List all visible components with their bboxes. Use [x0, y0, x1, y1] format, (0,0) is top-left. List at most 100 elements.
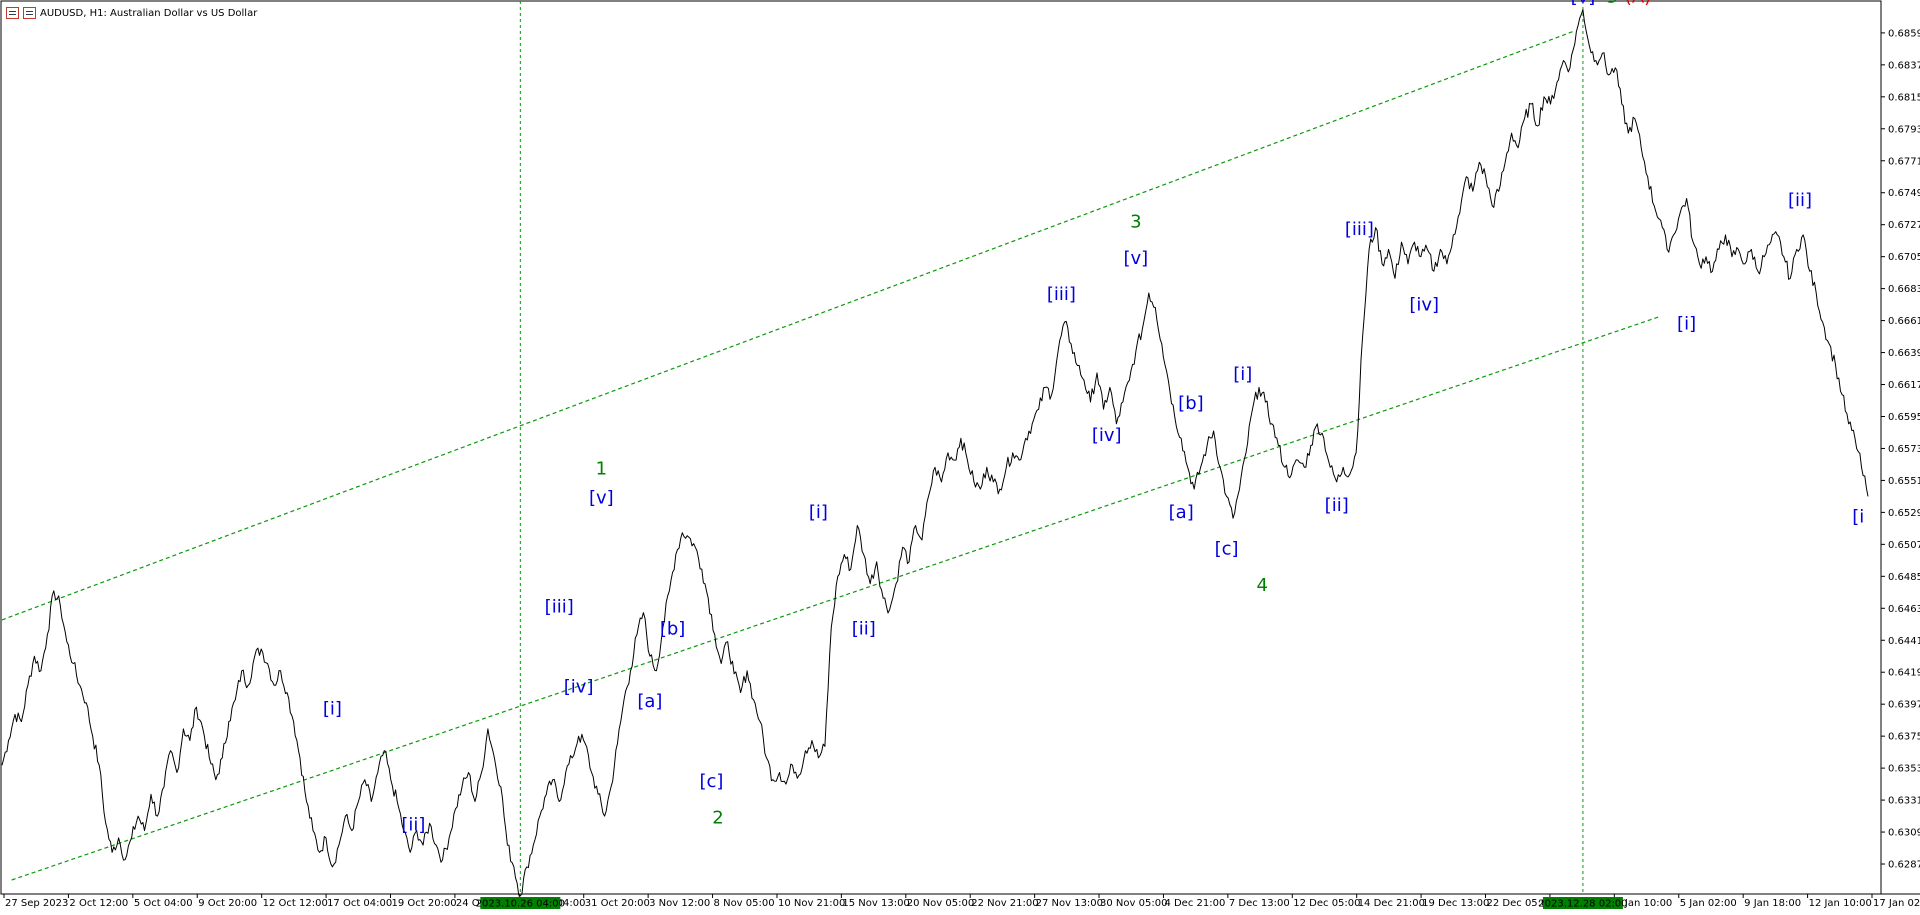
chart-title: AUDUSD, H1: Australian Dollar vs US Doll… — [40, 7, 258, 19]
wave-label-minor: [ii] — [1788, 190, 1812, 211]
wave-label-minor: [iv] — [1092, 425, 1122, 446]
time-tick-label: 27 Sep 2023 — [5, 898, 68, 909]
time-tick-label: 9 Jan 18:00 — [1744, 898, 1801, 909]
wave-label-minor: [i] — [1233, 364, 1252, 385]
time-marker-label: 2023.10.26 04:00 — [476, 899, 565, 910]
chart-properties-icon[interactable] — [23, 7, 36, 19]
time-tick-label: 17 Jan 02:00 — [1873, 898, 1920, 909]
price-line-group — [1, 9, 1869, 897]
wave-label-minor: [v] — [589, 488, 614, 509]
chart-window-icon[interactable] — [6, 7, 19, 19]
time-tick-label: 17 Oct 04:00 — [327, 898, 392, 909]
wave-label-primary: 4 — [1256, 575, 1267, 596]
time-marker-badge — [1542, 897, 1623, 909]
time-marker-badges: 2023.10.26 04:00 2023.12.28 02:00 — [476, 897, 1628, 910]
wave-label-minor: [i] — [809, 502, 828, 523]
time-tick-label: 2 Oct 12:00 — [69, 898, 128, 909]
chart-title-bar: AUDUSD, H1: Australian Dollar vs US Doll… — [6, 4, 257, 22]
time-tick-label: 19 Oct 20:00 — [391, 898, 456, 909]
time-tick-label: 5 Jan 02:00 — [1680, 898, 1737, 909]
wave-label-minor: [ii] — [401, 815, 425, 836]
wave-label-minor: [b] — [660, 618, 685, 639]
price-tick-label: 0.62870 — [1888, 860, 1920, 871]
wave-label-minor: [v] — [1124, 248, 1149, 269]
time-tick-label: 14 Dec 21:00 — [1358, 898, 1425, 909]
time-tick-label: 12 Dec 05:00 — [1293, 898, 1360, 909]
plot-border — [0, 0, 1882, 895]
channel-lines — [1, 30, 1661, 881]
wave-label-primary: 3 — [1130, 212, 1141, 233]
wave-label-minor: [c] — [699, 771, 723, 792]
wave-label-minor: [a] — [1169, 502, 1194, 523]
time-marker-badge — [480, 897, 561, 909]
time-tick-label: 4 Dec 21:00 — [1164, 898, 1225, 909]
wave-label-primary: 5 — [1606, 0, 1617, 7]
time-tick-label: 5 Oct 04:00 — [134, 898, 193, 909]
time-tick-label: 2 Jan 10:00 — [1615, 898, 1672, 909]
time-tick-label: 22 Dec 05:00 — [1487, 898, 1554, 909]
time-tick-label: 20 Nov 05:00 — [907, 898, 974, 909]
time-marker-label: 2023.12.28 02:00 — [1538, 899, 1627, 910]
wave-label-primary: 2 — [712, 807, 723, 828]
channel-line-lower — [11, 315, 1661, 881]
time-tick-label: 7 Dec 13:00 — [1229, 898, 1290, 909]
wave-label-minor: [ii] — [1325, 495, 1349, 516]
wave-label-minor: [b] — [1178, 393, 1203, 414]
time-tick-label: 8 Nov 05:00 — [714, 898, 775, 909]
channel-line-upper — [1, 30, 1574, 621]
time-tick-label: 12 Oct 12:00 — [263, 898, 328, 909]
time-tick-label: 30 Nov 05:00 — [1100, 898, 1167, 909]
time-tick-label: 12 Jan 10:00 — [1809, 898, 1872, 909]
time-tick-label: 9 Oct 20:00 — [198, 898, 257, 909]
wave-label-minor: [a] — [637, 691, 662, 712]
wave-label-minor: [iv] — [564, 677, 594, 698]
wave-label-minor: [iii] — [1345, 219, 1374, 240]
wave-label-cycle: (A) — [1625, 0, 1651, 7]
time-tick-label: 31 Oct 20:00 — [585, 898, 650, 909]
wave-label-minor: [iii] — [1047, 284, 1076, 305]
wave-label-minor: [iii] — [545, 597, 574, 618]
time-tick-label: 22 Nov 21:00 — [971, 898, 1038, 909]
time-tick-label: 27 Nov 13:00 — [1036, 898, 1103, 909]
time-tick-label: 3 Nov 12:00 — [649, 898, 710, 909]
time-tick-label: 19 Dec 13:00 — [1422, 898, 1489, 909]
wave-label-minor: [i] — [1677, 313, 1696, 334]
wave-label-minor: [iv] — [1409, 294, 1439, 315]
time-marker-lines — [519, 1, 1584, 894]
wave-label-primary: 1 — [596, 459, 607, 480]
time-axis: 27 Sep 2023 2 Oct 12:00 5 Oct 04:00 9 Oct 2… — [3, 894, 1920, 909]
wave-label-minor: [c] — [1215, 539, 1239, 560]
wave-labels: [i] [ii] [iii] [iv] [v] 1 [b] [a] [c] 2 [i] [ii] [ii… — [323, 0, 1864, 836]
time-tick-label: 10 Nov 21:00 — [778, 898, 845, 909]
wave-label-minor: [v] — [1571, 0, 1596, 7]
time-tick-label: 15 Nov 13:00 — [842, 898, 909, 909]
